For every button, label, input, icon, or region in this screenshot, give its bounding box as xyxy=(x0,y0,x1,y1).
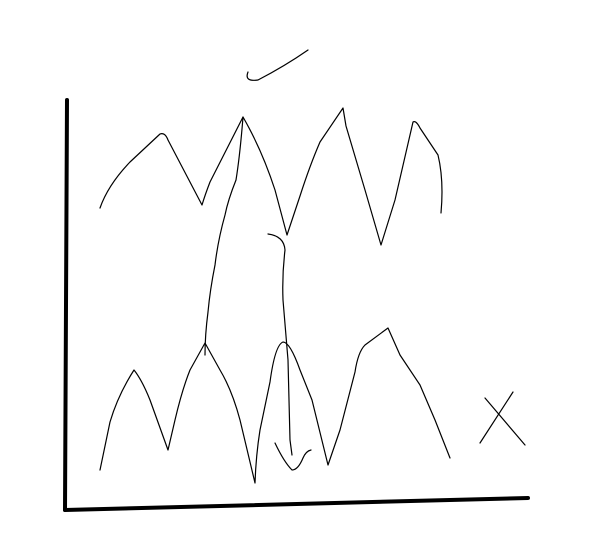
x-axis-stroke xyxy=(63,496,530,512)
arrow-head-stroke xyxy=(274,442,312,471)
arrow-shaft-stroke xyxy=(267,233,293,456)
y-axis-stroke xyxy=(63,98,69,512)
lower-wave-stroke xyxy=(99,327,451,484)
upper-wave-stroke xyxy=(99,107,443,246)
x-mark-stroke xyxy=(484,397,526,446)
x-mark-stroke xyxy=(479,391,514,444)
connector-stroke xyxy=(204,116,244,356)
check-stroke xyxy=(246,49,309,81)
